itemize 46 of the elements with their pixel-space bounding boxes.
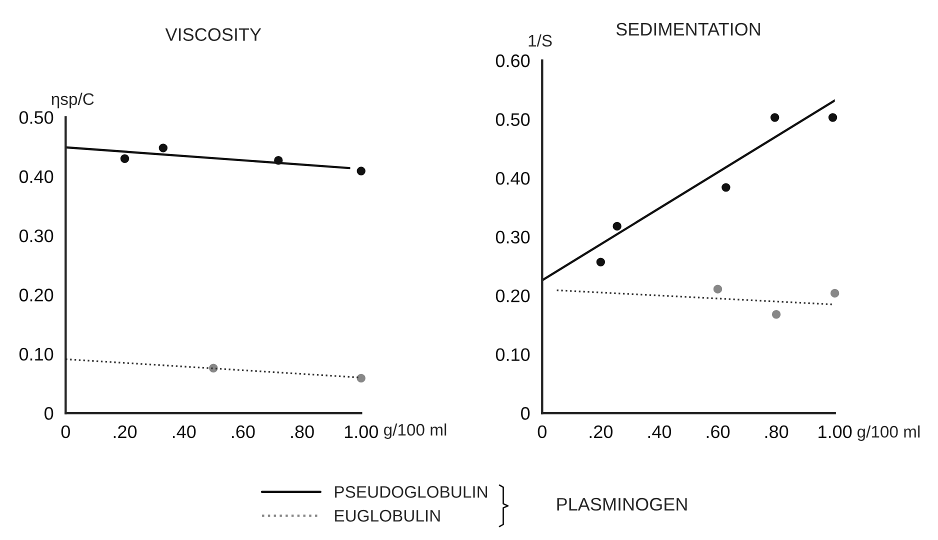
y-axis-title: ηsp/C	[52, 92, 94, 108]
legend-label: PSEUDOGLOBULIN	[335, 486, 488, 498]
point	[356, 374, 366, 383]
y-tick-label: 0.50	[496, 113, 530, 126]
point	[722, 183, 730, 192]
x-tick-label: .80	[765, 425, 788, 438]
y-tick-label: 0.40	[496, 172, 530, 185]
point	[770, 113, 780, 122]
point	[612, 222, 622, 231]
y-tick-label: 0.20	[496, 289, 530, 302]
x-tick-label: .40	[648, 425, 672, 438]
y-tick-label: 0.10	[19, 348, 54, 361]
point	[356, 166, 366, 176]
y-axis-title: 1/S	[528, 34, 552, 47]
x-tick-label: 0	[538, 425, 546, 438]
x-tick-label: 1.00	[344, 425, 378, 438]
x-tick-label: .20	[590, 425, 613, 438]
y-tick-label: 0	[44, 407, 54, 420]
y-tick-label: 0	[521, 407, 530, 420]
point	[713, 284, 722, 294]
point	[596, 258, 606, 266]
x-tick-label: 0	[61, 425, 70, 438]
y-tick-label: 0.10	[496, 348, 530, 362]
y-tick-label: 0.50	[19, 111, 54, 124]
x-axis-title: g/100 ml	[384, 423, 446, 439]
x-tick-label: .40	[172, 425, 196, 438]
legend-label: EUGLOBULIN	[335, 510, 440, 522]
x-tick-label: 1.00	[818, 425, 852, 438]
point	[828, 113, 838, 122]
point	[158, 144, 168, 152]
y-tick-label: 0.60	[496, 54, 530, 68]
x-axis-title: g/100 ml	[857, 425, 920, 441]
y-tick-label: 0.30	[496, 230, 530, 244]
legend-title: PLASMINOGEN	[557, 498, 687, 511]
point	[120, 154, 130, 163]
y-tick-label: 0.40	[19, 170, 54, 184]
chart-title: SEDIMENTATION	[616, 22, 760, 36]
y-tick-label: 0.30	[19, 229, 54, 242]
x-tick-label: .20	[114, 425, 137, 438]
chart-title: VISCOSITY	[165, 28, 262, 41]
x-tick-label: .60	[706, 425, 730, 438]
point	[772, 310, 781, 319]
x-tick-label: .80	[291, 425, 314, 438]
point	[830, 288, 840, 298]
y-tick-label: 0.20	[19, 288, 54, 302]
x-tick-label: .60	[232, 425, 255, 438]
